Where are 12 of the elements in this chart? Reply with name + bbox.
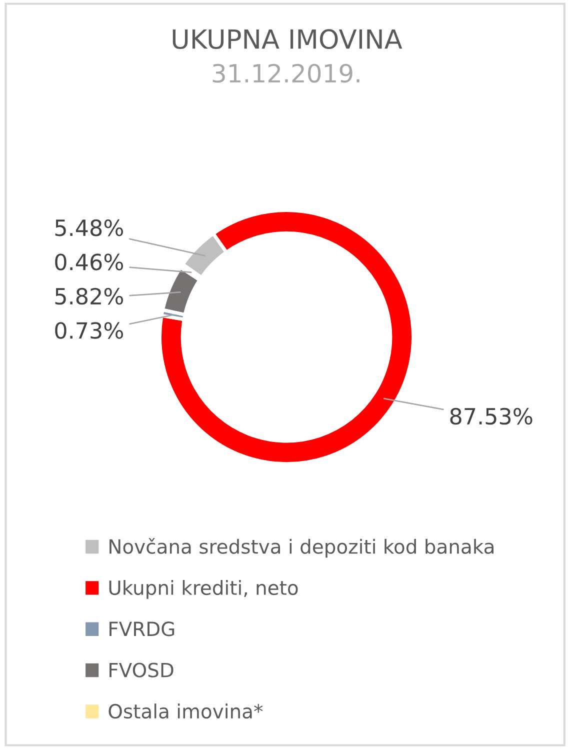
- data-label: 5.82%: [55, 288, 124, 305]
- data-label: 0.73%: [55, 322, 124, 339]
- data-label: 5.48%: [55, 219, 124, 236]
- chart-subtitle: 31.12.2019.: [212, 64, 360, 83]
- legend-label: FVRDG: [110, 622, 174, 636]
- legend-label: Ukupni krediti, neto: [109, 580, 298, 599]
- legend-label: Novčana sredstva i depoziti kod banaka: [110, 538, 494, 558]
- chart-title: UKUPNA IMOVINA: [172, 29, 402, 50]
- legend-label: FVOSD: [110, 662, 174, 678]
- legend-label: Ostala imovina*: [108, 704, 263, 719]
- data-label: 87.53%: [450, 408, 532, 425]
- data-label: 0.46%: [55, 254, 124, 270]
